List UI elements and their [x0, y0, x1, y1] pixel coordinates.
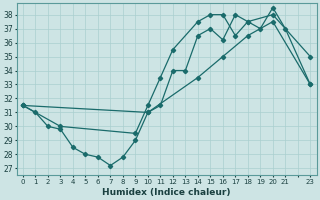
X-axis label: Humidex (Indice chaleur): Humidex (Indice chaleur): [102, 188, 231, 197]
